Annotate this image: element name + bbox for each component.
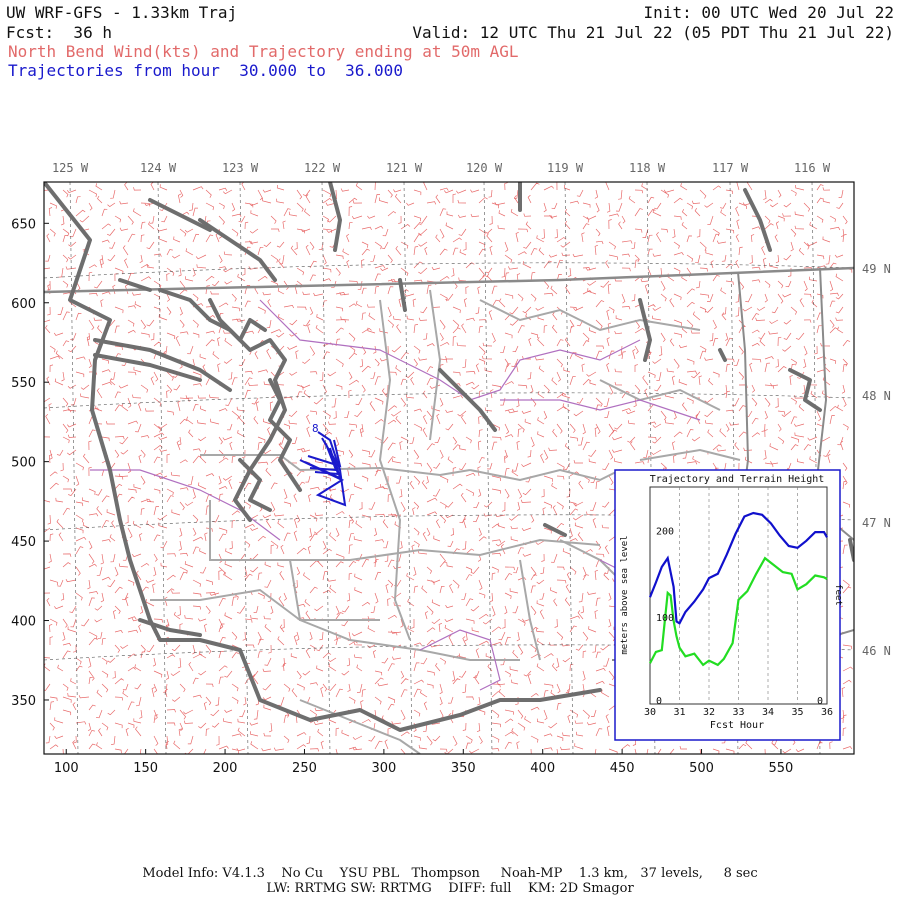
- longitude-label: 124 W: [140, 161, 177, 175]
- x-tick-label: 350: [451, 761, 476, 776]
- y-tick-label: 350: [11, 694, 36, 709]
- x-tick-label: 450: [610, 761, 635, 776]
- terrain-height-line: [649, 556, 828, 667]
- latitude-label: 46 N: [862, 644, 891, 658]
- inset-series: [648, 511, 828, 667]
- longitude-label: 119 W: [547, 161, 584, 175]
- longitude-label: 118 W: [629, 161, 666, 175]
- y-tick-label: 500: [11, 456, 36, 471]
- map-axis-labels: 125 W 124 W 123 W 122 W 121 W 120 W 119 W 118 W…: [11, 161, 891, 776]
- y-tick-label: 650: [11, 217, 36, 232]
- product-title: North Bend Wind(kts) and Trajectory endi…: [8, 42, 519, 61]
- inset-chart: Trajectory and Terrain Height 30 31 32 33 34…: [614, 469, 843, 741]
- trajectory-paths: [299, 431, 347, 507]
- inset-ylabel-left: meters above sea level: [620, 535, 630, 654]
- longitude-label: 121 W: [386, 161, 423, 175]
- footer-model-info: Model Info: V4.1.3 No Cu YSU PBL Thompso…: [142, 866, 758, 881]
- x-tick-label: 300: [371, 761, 396, 776]
- longitude-label: 123 W: [222, 161, 259, 175]
- inset-x-tick: 30: [644, 707, 656, 718]
- inset-title: Trajectory and Terrain Height: [650, 474, 825, 485]
- inset-x-tick: 31: [673, 707, 685, 718]
- coastlines: [44, 182, 854, 732]
- longitude-label: 120 W: [466, 161, 503, 175]
- inset-x-tick: 35: [791, 707, 803, 718]
- longitude-label: 116 W: [794, 161, 831, 175]
- init-time: Init: 00 UTC Wed 20 Jul 22: [643, 3, 894, 22]
- longitude-label: 122 W: [304, 161, 341, 175]
- model-title: UW WRF-GFS - 1.33km Traj: [6, 3, 238, 22]
- x-tick-label: 500: [689, 761, 714, 776]
- x-tick-label: 550: [769, 761, 794, 776]
- x-tick-label: 100: [54, 761, 79, 776]
- inset-y-tick: 100: [656, 613, 674, 624]
- x-tick-label: 150: [133, 761, 158, 776]
- inset-y-tick: 200: [656, 526, 674, 537]
- inset-xlabel: Fcst Hour: [710, 720, 764, 731]
- longitude-label: 117 W: [712, 161, 749, 175]
- inset-y-tick-right: 0: [817, 696, 823, 707]
- latitude-label: 49 N: [862, 262, 891, 276]
- x-tick-label: 200: [213, 761, 238, 776]
- y-tick-label: 400: [11, 615, 36, 630]
- latitude-label: 47 N: [862, 516, 891, 530]
- forecast-hour: Fcst: 36 h: [6, 23, 112, 42]
- y-tick-label: 550: [11, 376, 36, 391]
- inset-x-tick: 36: [821, 707, 833, 718]
- longitude-label: 125 W: [52, 161, 89, 175]
- inset-x-tick: 33: [732, 707, 744, 718]
- inset-x-tick: 34: [762, 707, 774, 718]
- trajectory-range: Trajectories from hour 30.000 to 36.000: [8, 61, 403, 80]
- footer-physics-info: LW: RRTMG SW: RRTMG DIFF: full KM: 2D Sm…: [266, 881, 634, 896]
- inset-frame: [614, 469, 841, 741]
- trajectory-height-line: [648, 511, 828, 625]
- x-tick-label: 250: [292, 761, 317, 776]
- trajectory-label: 8: [312, 422, 319, 435]
- valid-time: Valid: 12 UTC Thu 21 Jul 22 (05 PDT Thu …: [412, 23, 894, 42]
- latitude-label: 48 N: [862, 389, 891, 403]
- inset-x-tick: 32: [703, 707, 715, 718]
- y-tick-label: 600: [11, 297, 36, 312]
- x-tick-label: 400: [530, 761, 555, 776]
- y-tick-label: 450: [11, 535, 36, 550]
- inset-grid: [679, 487, 798, 704]
- inset-y-tick: 0: [656, 696, 662, 707]
- map-frame: [43, 181, 855, 755]
- inset-ylabel-right: feet: [833, 584, 843, 606]
